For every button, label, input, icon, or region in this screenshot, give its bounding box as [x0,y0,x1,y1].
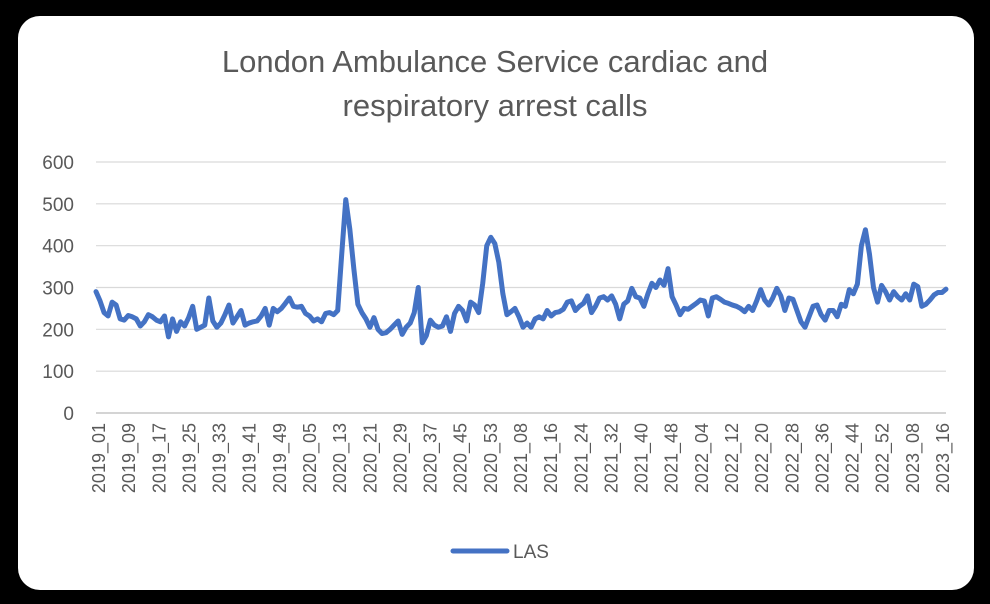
x-tick-label: 2023_16 [933,423,954,493]
legend-label: LAS [513,542,549,563]
x-tick-label: 2019_25 [179,423,200,493]
x-tick-label: 2022_44 [843,423,864,493]
x-tick-label: 2020_29 [390,423,411,493]
x-tick-label: 2020_45 [451,423,472,493]
x-tick-label: 2022_28 [782,423,803,493]
chart-title-line-2: respiratory arrest calls [342,88,648,123]
x-tick-label: 2019_49 [270,423,291,493]
x-tick-label: 2020_53 [481,423,502,493]
x-tick-label: 2020_21 [360,423,381,493]
x-tick-label: 2019_41 [240,423,261,493]
x-tick-label: 2021_16 [541,423,562,493]
x-tick-label: 2022_20 [752,423,773,493]
y-tick-label: 0 [63,404,74,425]
x-tick-label: 2020_05 [300,423,321,493]
x-tick-label: 2022_12 [722,423,743,493]
x-tick-label: 2022_04 [692,423,713,493]
x-tick-label: 2019_01 [89,423,110,493]
x-tick-label: 2021_08 [511,423,532,493]
y-tick-label: 500 [42,195,74,216]
series-line-las [93,197,949,346]
x-tick-label: 2023_08 [903,423,924,493]
x-tick-label: 2019_33 [210,423,231,493]
y-tick-label: 300 [42,279,74,300]
chart-card [18,16,974,590]
y-tick-label: 400 [42,237,74,258]
chart-title-line-1: London Ambulance Service cardiac and [221,44,769,79]
x-tick-label: 2020_13 [330,423,351,493]
y-tick-label: 100 [42,362,74,383]
x-tick-label: 2022_52 [873,423,894,493]
chart-title: London Ambulance Service cardiac and res… [0,40,990,128]
x-tick-label: 2021_32 [601,423,622,493]
y-tick-label: 600 [42,153,74,174]
x-tick-label: 2019_17 [149,423,170,493]
x-tick-label: 2021_48 [662,423,683,493]
x-tick-label: 2021_40 [632,423,653,493]
y-tick-label: 200 [42,320,74,341]
x-tick-label: 2020_37 [421,423,442,493]
x-tick-label: 2021_24 [571,423,592,493]
x-tick-label: 2019_09 [119,423,140,493]
x-tick-label: 2022_36 [812,423,833,493]
